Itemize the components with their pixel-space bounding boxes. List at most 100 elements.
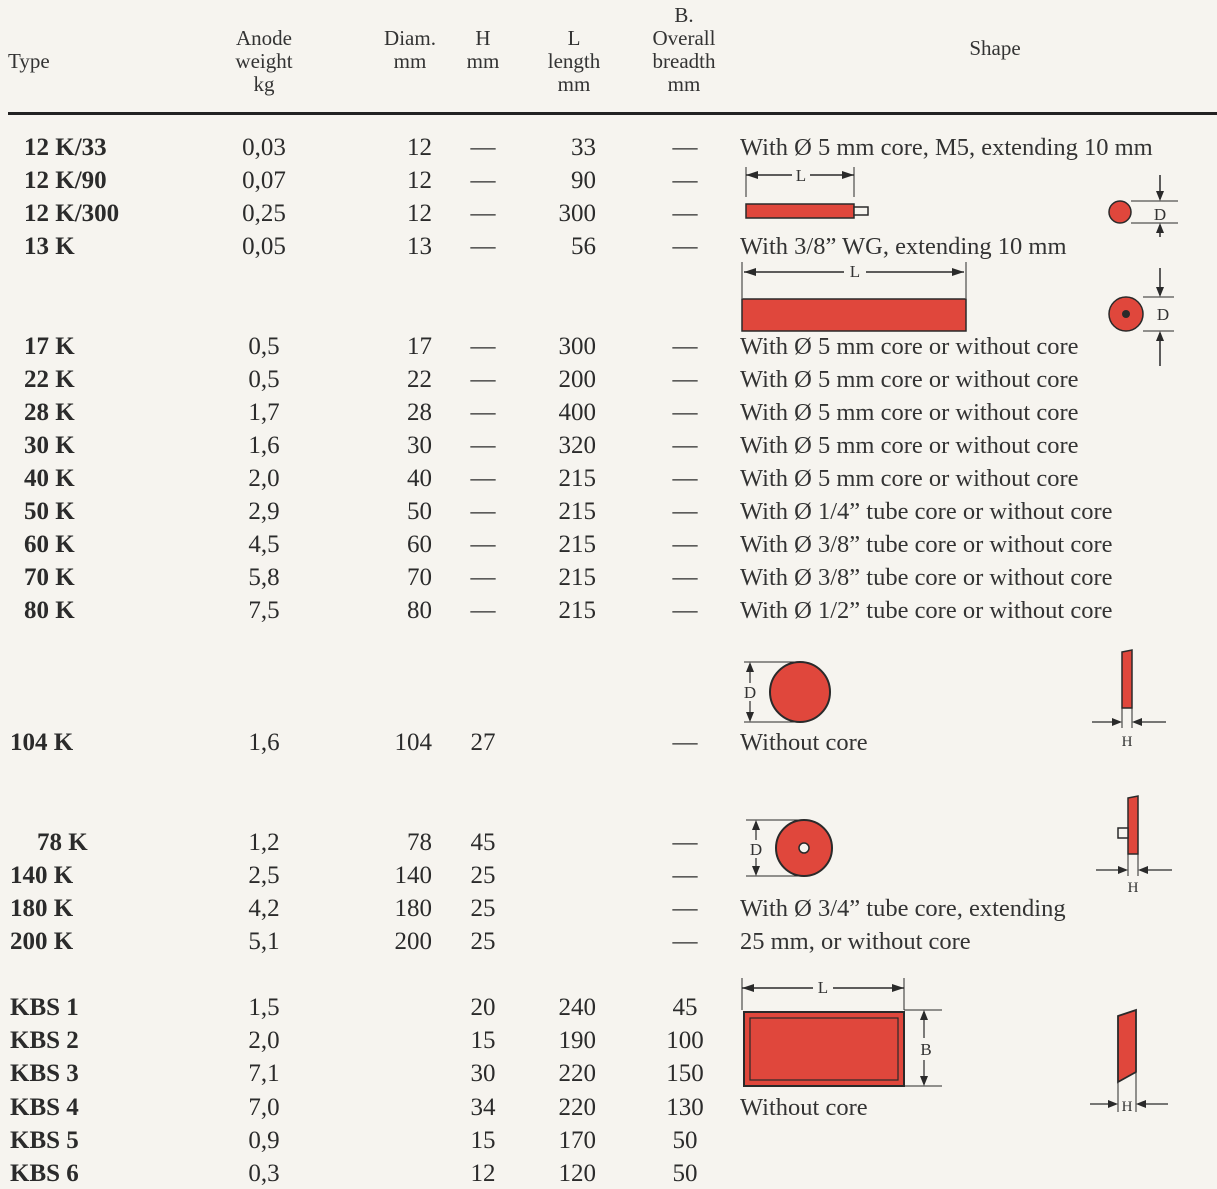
rod-end-view (1108, 200, 1132, 224)
cell-length: 190 (558, 1027, 597, 1054)
cell-type: 12 K/33 (24, 134, 107, 161)
cell-breadth: — (672, 134, 698, 161)
block-body (743, 1011, 905, 1087)
cell-h: — (470, 597, 496, 624)
block-edge-view (1117, 1008, 1137, 1084)
cell-weight: 0,5 (248, 333, 280, 360)
header-length: L length mm (534, 27, 614, 96)
cell-breadth: — (672, 729, 698, 756)
header-type-label: Type (8, 49, 50, 73)
cell-diam: 17 (407, 333, 432, 360)
cell-length: 215 (558, 597, 597, 624)
header-h-line: H (475, 26, 491, 50)
header-rule (8, 112, 1217, 115)
cell-breadth: — (672, 399, 698, 426)
cell-h: 25 (470, 928, 496, 955)
cell-length: 300 (558, 200, 597, 227)
cell-length: 240 (558, 994, 597, 1021)
shape-text: With Ø 5 mm core or without core (740, 399, 1079, 426)
cell-breadth: — (672, 432, 698, 459)
header-breadth: B. Overall breadth mm (637, 4, 731, 96)
header-length-line: L (567, 26, 581, 50)
shape-text: With Ø 5 mm core or without core (740, 465, 1079, 492)
cell-h: — (470, 399, 496, 426)
stud (853, 206, 869, 216)
cell-type: 12 K/90 (24, 167, 107, 194)
cell-breadth: — (672, 233, 698, 260)
cell-length: 215 (558, 531, 597, 558)
cell-type: 80 K (24, 597, 75, 624)
cell-h: — (470, 465, 496, 492)
fig-label-l: L (818, 978, 828, 997)
cell-type: 12 K/300 (24, 200, 120, 227)
rod-figure: L D (741, 262, 1174, 366)
cell-type: 104 K (10, 729, 74, 756)
header-type: Type (8, 50, 50, 73)
cell-h: 15 (470, 1127, 496, 1154)
cell-weight: 0,9 (248, 1127, 280, 1154)
header-diam: Diam. mm (372, 27, 448, 73)
cell-type: 17 K (24, 333, 75, 360)
cell-length: 215 (558, 465, 597, 492)
core-hole (798, 842, 810, 854)
header-anode-weight-line: kg (253, 72, 275, 96)
cell-weight: 0,25 (242, 200, 286, 227)
cell-diam: 140 (394, 862, 433, 889)
cell-diam: 60 (407, 531, 432, 558)
fig-label-d: D (750, 840, 762, 859)
cell-h: 34 (470, 1094, 496, 1121)
cell-diam: 12 (407, 134, 432, 161)
cell-length: 56 (571, 233, 596, 260)
cell-weight: 0,03 (242, 134, 286, 161)
cell-breadth: — (672, 200, 698, 227)
cell-breadth: 45 (672, 994, 698, 1021)
shape-text: With Ø 1/2” tube core or without core (740, 597, 1113, 624)
cell-length: 320 (558, 432, 597, 459)
header-h-line: mm (466, 49, 500, 73)
cell-type: KBS 5 (10, 1127, 79, 1154)
cell-breadth: — (672, 895, 698, 922)
cell-weight: 1,7 (248, 399, 280, 426)
cell-weight: 1,2 (248, 829, 280, 856)
cell-weight: 4,2 (248, 895, 280, 922)
cell-diam: 200 (394, 928, 433, 955)
shape-text: Without core (740, 1094, 868, 1121)
cell-type: 140 K (10, 862, 74, 889)
cell-length: 220 (558, 1060, 597, 1087)
header-breadth-line: mm (667, 72, 701, 96)
cell-h: 45 (470, 829, 496, 856)
header-breadth-line: breadth (652, 49, 716, 73)
cell-h: 20 (470, 994, 496, 1021)
shape-text: 25 mm, or without core (740, 928, 971, 955)
cell-length: 220 (558, 1094, 597, 1121)
fig-label-d: D (1157, 305, 1169, 324)
cell-diam: 180 (394, 895, 433, 922)
cell-diam: 78 (407, 829, 432, 856)
cell-breadth: — (672, 167, 698, 194)
cell-weight: 7,5 (248, 597, 280, 624)
cell-weight: 1,5 (248, 994, 280, 1021)
cell-length: 33 (571, 134, 596, 161)
cell-type: 78 K (37, 829, 88, 856)
cell-h: — (470, 167, 496, 194)
cell-breadth: 50 (672, 1160, 698, 1187)
cell-weight: 2,5 (248, 862, 280, 889)
cell-h: 27 (470, 729, 496, 756)
cell-h: — (470, 333, 496, 360)
cell-diam: 50 (407, 498, 432, 525)
cell-weight: 0,05 (242, 233, 286, 260)
fig-label-h: H (1122, 734, 1133, 750)
cell-breadth: 100 (666, 1027, 704, 1054)
cell-h: — (470, 134, 496, 161)
block-figure: L B H (741, 978, 1168, 1115)
cell-diam: 80 (407, 597, 432, 624)
cell-weight: 0,3 (248, 1160, 280, 1187)
cell-breadth: — (672, 564, 698, 591)
header-anode-weight-line: weight (235, 49, 293, 73)
rod-body (745, 203, 855, 219)
cell-breadth: 150 (666, 1060, 704, 1087)
shape-text: With Ø 5 mm core or without core (740, 333, 1079, 360)
rod-body (741, 298, 967, 332)
cell-type: KBS 1 (10, 994, 79, 1021)
